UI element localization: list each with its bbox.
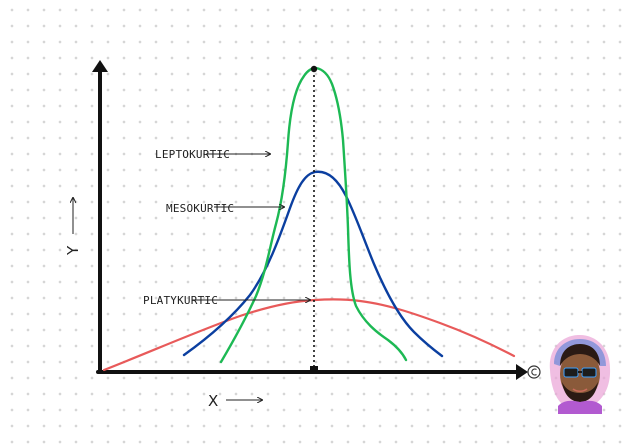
x-axis-label: X <box>208 392 218 410</box>
y-axis-label: Y <box>64 245 82 256</box>
axes <box>92 60 528 380</box>
mesokurtic-curve <box>182 170 444 358</box>
author-avatar <box>549 334 611 414</box>
x-axis-arrowhead <box>516 364 528 380</box>
mean-base-marker <box>310 366 318 373</box>
platykurtic-label: PLATYKURTIC <box>143 294 218 307</box>
y-axis-arrowhead <box>92 60 108 72</box>
leptokurtic-curve <box>219 66 408 364</box>
mesokurtic-label: MESOKURTIC <box>166 202 234 215</box>
platykurtic-curve <box>102 298 516 372</box>
peak-dot <box>310 65 318 73</box>
copyright-circle-icon <box>527 365 541 379</box>
leptokurtic-label: LEPTOKURTIC <box>155 148 230 161</box>
